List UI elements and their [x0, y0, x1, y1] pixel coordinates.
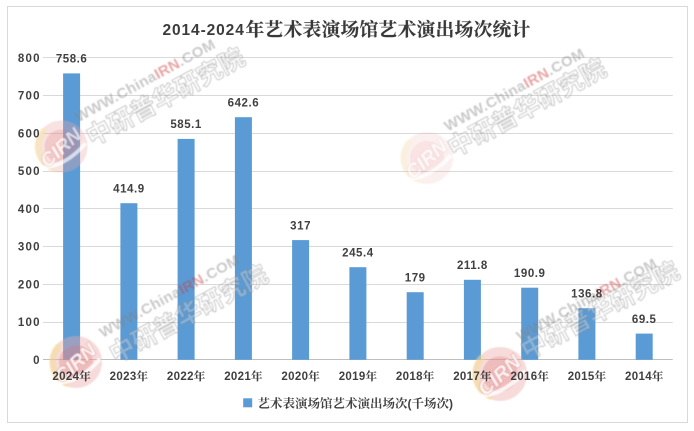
svg-text:211.8: 211.8 [457, 260, 488, 272]
svg-text:2017: 2017 [453, 371, 480, 383]
svg-text:190.9: 190.9 [514, 268, 546, 280]
svg-text:): ) [449, 397, 453, 411]
svg-text:0: 0 [33, 355, 41, 367]
svg-text:642.6: 642.6 [228, 97, 260, 109]
svg-text:2016: 2016 [511, 371, 538, 383]
svg-text:414.9: 414.9 [113, 183, 145, 195]
svg-text:400: 400 [18, 204, 41, 216]
svg-text:2024: 2024 [52, 371, 79, 383]
svg-text:2014-2024: 2014-2024 [163, 22, 245, 39]
svg-text:2020: 2020 [281, 371, 308, 383]
svg-text:600: 600 [18, 128, 41, 140]
svg-text:317: 317 [290, 220, 311, 232]
svg-text:585.1: 585.1 [170, 119, 202, 131]
svg-text:2023: 2023 [110, 371, 137, 383]
svg-text:136.8: 136.8 [571, 288, 603, 300]
svg-text:2019: 2019 [339, 371, 366, 383]
svg-text:100: 100 [18, 317, 41, 329]
svg-text:69.5: 69.5 [632, 314, 657, 326]
svg-text:2015: 2015 [568, 371, 595, 383]
svg-text:2021: 2021 [224, 371, 251, 383]
svg-text:700: 700 [18, 91, 41, 103]
svg-text:179: 179 [405, 272, 426, 284]
svg-text:2018: 2018 [396, 371, 423, 383]
svg-text:2022: 2022 [167, 371, 194, 383]
svg-text:500: 500 [18, 166, 41, 178]
svg-text:800: 800 [18, 53, 41, 65]
svg-text:245.4: 245.4 [342, 247, 374, 259]
svg-text:(: ( [408, 397, 412, 411]
svg-text:200: 200 [18, 279, 41, 291]
svg-text:2014: 2014 [625, 371, 652, 383]
svg-text:300: 300 [18, 242, 41, 254]
svg-text:758.6: 758.6 [56, 54, 88, 66]
